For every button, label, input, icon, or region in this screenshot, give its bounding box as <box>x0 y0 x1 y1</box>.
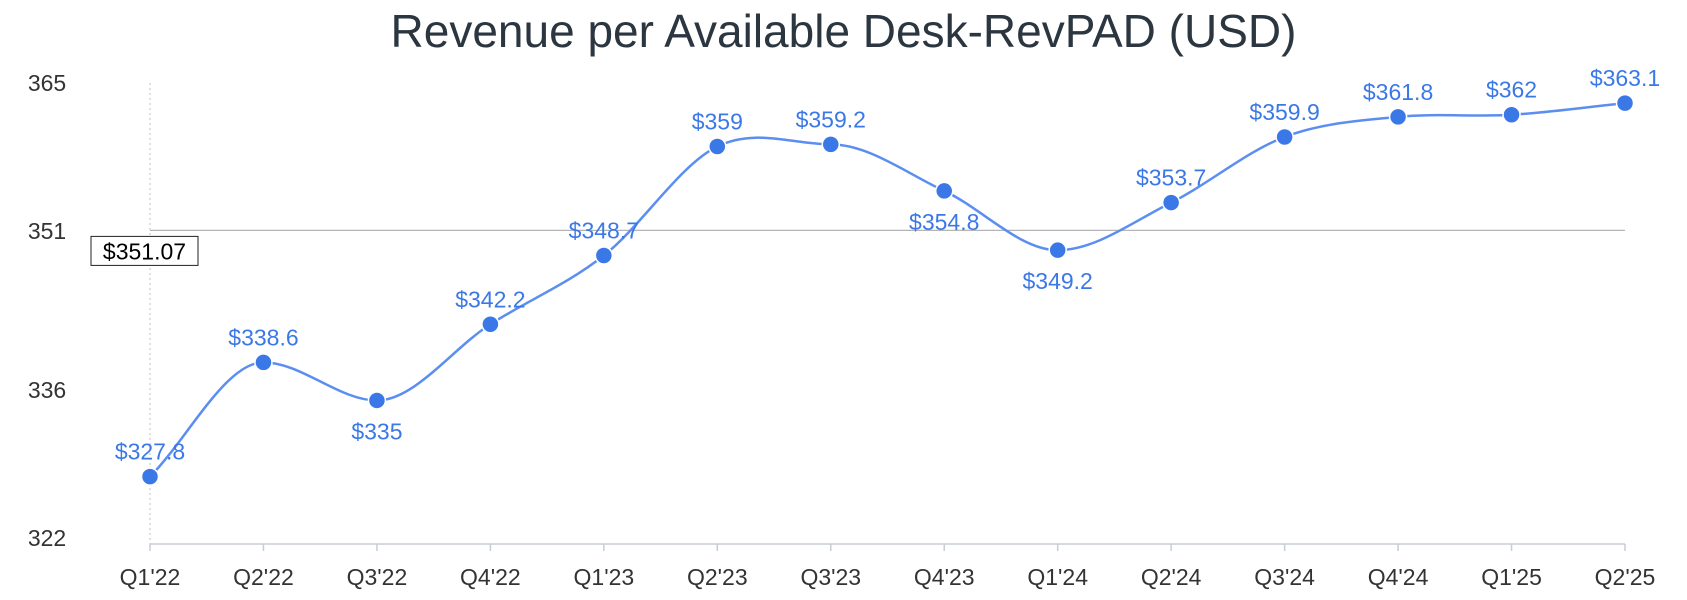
data-point <box>1615 93 1635 113</box>
data-label: $327.8 <box>115 439 185 465</box>
data-point <box>1275 127 1294 147</box>
x-tick-label: Q2'23 <box>687 564 748 590</box>
y-tick-label: 322 <box>28 525 66 551</box>
x-tick-label: Q1'24 <box>1027 564 1088 590</box>
data-label: $363.1 <box>1590 65 1660 91</box>
data-point <box>934 181 954 201</box>
data-point <box>1502 105 1521 124</box>
data-point <box>367 391 387 410</box>
x-tick-label: Q1'23 <box>574 564 635 590</box>
x-tick-label: Q2'25 <box>1595 564 1656 590</box>
x-tick-label: Q1'25 <box>1481 564 1542 590</box>
data-label: $359.9 <box>1249 99 1319 125</box>
data-label: $359.2 <box>796 106 866 132</box>
y-tick-label: 336 <box>28 377 66 403</box>
data-label: $342.2 <box>455 286 525 312</box>
reference-label-box <box>90 235 199 266</box>
data-label: $362 <box>1486 77 1537 103</box>
x-tick-label: Q2'24 <box>1141 564 1202 590</box>
data-label: $349.2 <box>1023 268 1093 294</box>
x-tick-label: Q3'23 <box>800 564 861 590</box>
data-label: $361.8 <box>1363 79 1433 105</box>
data-label: $335 <box>351 418 402 444</box>
x-tick-label: Q3'22 <box>347 564 408 590</box>
chart-title: Revenue per Available Desk-RevPAD (USD) <box>390 5 1297 57</box>
data-point <box>140 467 160 486</box>
data-point <box>708 137 727 156</box>
y-tick-label: 365 <box>28 70 66 96</box>
data-point <box>1161 193 1181 212</box>
y-tick-label: 351 <box>28 218 66 244</box>
data-label: $353.7 <box>1136 165 1206 191</box>
data-label: $359 <box>692 108 743 134</box>
data-label: $354.8 <box>909 209 979 235</box>
data-point <box>821 135 841 154</box>
data-label: $348.7 <box>569 217 639 243</box>
x-tick-label: Q4'23 <box>914 564 975 590</box>
data-point <box>1388 107 1408 127</box>
data-point <box>254 353 273 372</box>
x-tick-label: Q1'22 <box>120 564 181 590</box>
x-tick-label: Q2'22 <box>233 564 294 590</box>
data-label: $338.6 <box>228 324 298 350</box>
x-tick-label: Q4'22 <box>460 564 521 590</box>
x-tick-label: Q3'24 <box>1254 564 1315 590</box>
x-tick-label: Q4'24 <box>1368 564 1429 590</box>
data-point <box>481 315 500 334</box>
data-point <box>1048 240 1067 260</box>
data-point <box>594 246 614 265</box>
reference-label: $351.07 <box>103 238 186 264</box>
